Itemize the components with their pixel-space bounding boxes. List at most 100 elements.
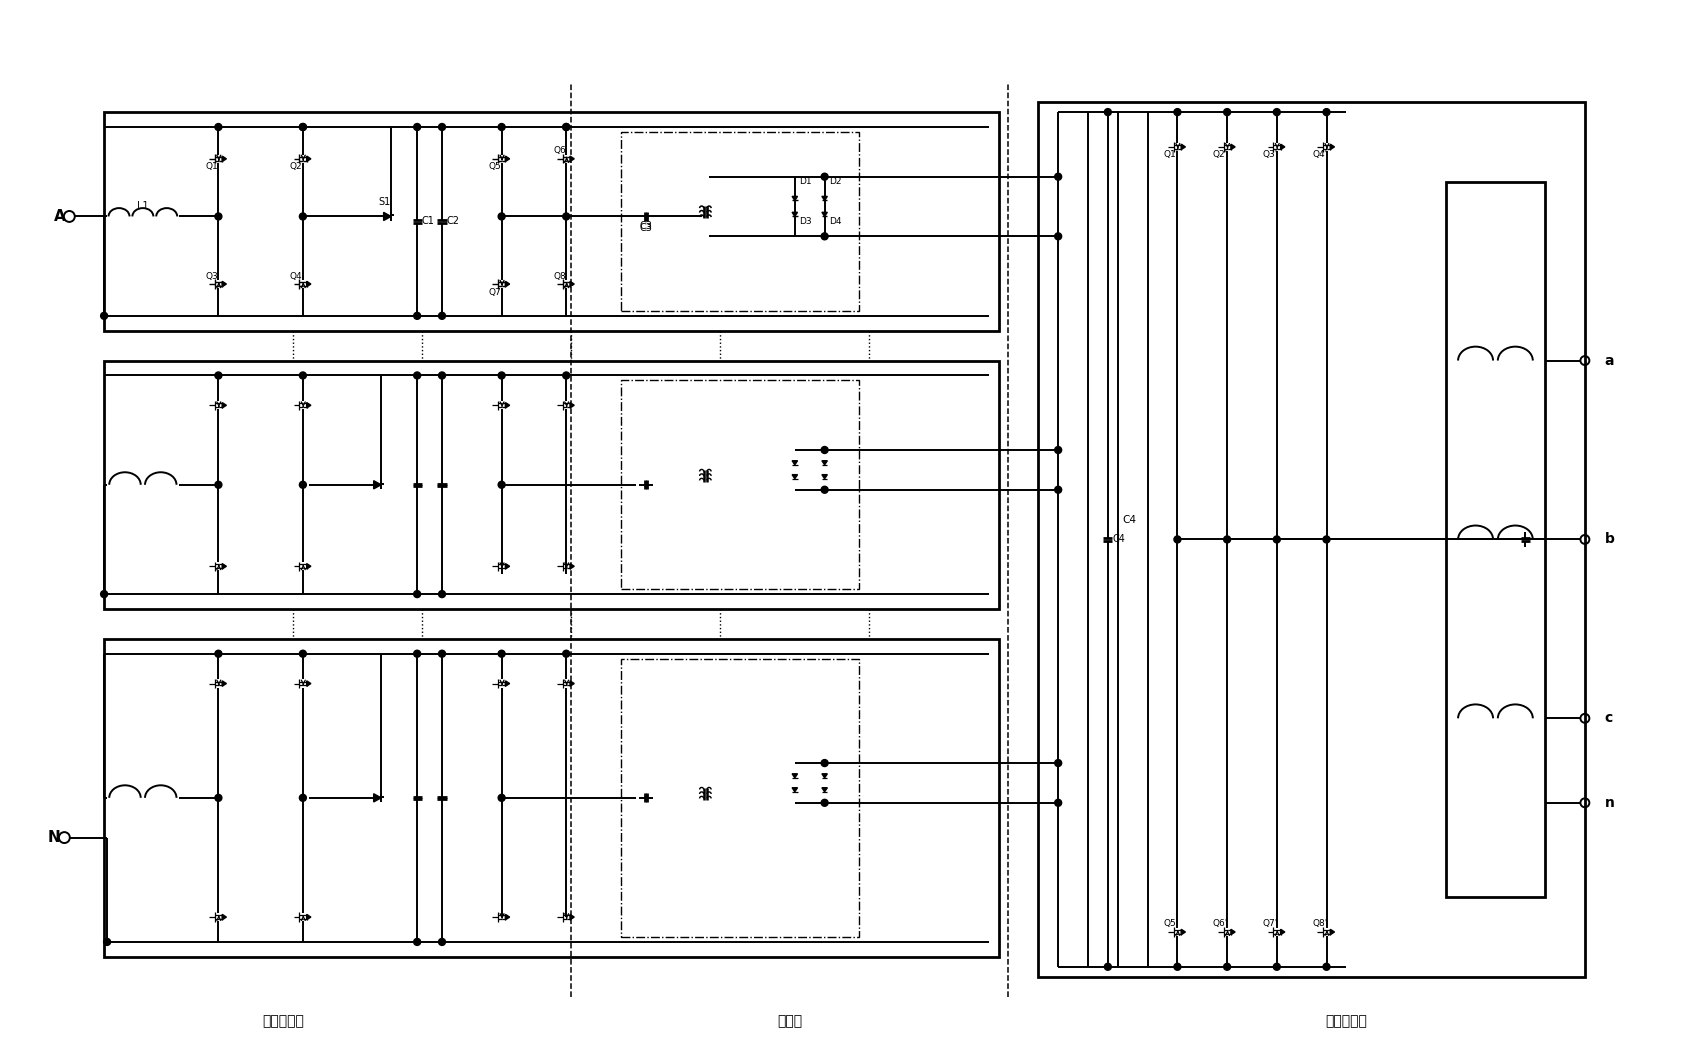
Bar bbox=[105, 639, 998, 957]
Polygon shape bbox=[823, 461, 828, 465]
Polygon shape bbox=[307, 156, 311, 162]
Polygon shape bbox=[307, 563, 311, 569]
Circle shape bbox=[562, 650, 569, 658]
Circle shape bbox=[299, 481, 306, 488]
Text: Q7: Q7 bbox=[488, 288, 502, 297]
Circle shape bbox=[1274, 109, 1280, 115]
Text: Q5': Q5' bbox=[1164, 919, 1179, 929]
Circle shape bbox=[299, 124, 306, 130]
Circle shape bbox=[101, 591, 108, 597]
Polygon shape bbox=[505, 563, 510, 569]
Bar bbox=[1039, 102, 1584, 976]
Polygon shape bbox=[223, 282, 226, 287]
Circle shape bbox=[498, 213, 505, 220]
Circle shape bbox=[498, 481, 505, 488]
Polygon shape bbox=[792, 461, 797, 465]
Circle shape bbox=[1274, 964, 1280, 970]
Circle shape bbox=[439, 372, 446, 379]
Polygon shape bbox=[792, 212, 797, 216]
Polygon shape bbox=[307, 914, 311, 920]
Circle shape bbox=[498, 650, 505, 658]
Polygon shape bbox=[792, 196, 797, 200]
Circle shape bbox=[1054, 486, 1062, 493]
Circle shape bbox=[1322, 964, 1329, 970]
Text: Q6': Q6' bbox=[1213, 919, 1228, 929]
Circle shape bbox=[498, 372, 505, 379]
Text: Q4': Q4' bbox=[1312, 150, 1328, 160]
Polygon shape bbox=[823, 196, 828, 200]
Circle shape bbox=[821, 800, 828, 806]
Circle shape bbox=[562, 372, 569, 379]
Text: C3: C3 bbox=[640, 221, 652, 231]
Circle shape bbox=[821, 233, 828, 239]
Polygon shape bbox=[1280, 930, 1285, 935]
Text: Q4: Q4 bbox=[291, 271, 302, 281]
Polygon shape bbox=[223, 563, 226, 569]
Circle shape bbox=[821, 759, 828, 767]
Text: n: n bbox=[1605, 795, 1615, 810]
Circle shape bbox=[439, 938, 446, 946]
Text: Q1': Q1' bbox=[1164, 150, 1179, 160]
Polygon shape bbox=[569, 914, 574, 920]
Circle shape bbox=[1322, 109, 1329, 115]
Text: D4: D4 bbox=[829, 217, 841, 226]
Polygon shape bbox=[1181, 930, 1186, 935]
Bar bbox=[622, 132, 860, 311]
Bar bbox=[105, 112, 998, 330]
Circle shape bbox=[1105, 964, 1111, 970]
Circle shape bbox=[215, 124, 221, 130]
Text: c: c bbox=[1605, 712, 1613, 725]
Circle shape bbox=[1174, 109, 1181, 115]
Polygon shape bbox=[383, 213, 392, 220]
Circle shape bbox=[1054, 233, 1062, 239]
Circle shape bbox=[215, 794, 221, 802]
Circle shape bbox=[215, 650, 221, 658]
Circle shape bbox=[1105, 109, 1111, 115]
Circle shape bbox=[1054, 759, 1062, 767]
Circle shape bbox=[299, 124, 306, 130]
Polygon shape bbox=[792, 774, 797, 778]
Circle shape bbox=[821, 174, 828, 180]
Circle shape bbox=[562, 124, 569, 130]
Polygon shape bbox=[823, 212, 828, 216]
Circle shape bbox=[1322, 536, 1329, 543]
Polygon shape bbox=[223, 402, 226, 408]
Bar bbox=[1446, 182, 1545, 897]
Circle shape bbox=[439, 650, 446, 658]
Polygon shape bbox=[373, 481, 382, 489]
Circle shape bbox=[414, 938, 421, 946]
Text: Q8: Q8 bbox=[552, 271, 566, 281]
Text: D1: D1 bbox=[799, 177, 812, 186]
Circle shape bbox=[1054, 800, 1062, 806]
Circle shape bbox=[1054, 174, 1062, 180]
Text: L1: L1 bbox=[137, 201, 149, 211]
Circle shape bbox=[414, 372, 421, 379]
Polygon shape bbox=[1280, 144, 1285, 149]
Polygon shape bbox=[823, 788, 828, 792]
Circle shape bbox=[414, 124, 421, 130]
Polygon shape bbox=[1231, 144, 1235, 149]
Text: Q6: Q6 bbox=[552, 146, 566, 156]
Text: Q3: Q3 bbox=[206, 271, 218, 281]
Circle shape bbox=[821, 447, 828, 453]
Circle shape bbox=[101, 312, 108, 320]
Polygon shape bbox=[823, 474, 828, 479]
Text: 高压输入级: 高压输入级 bbox=[262, 1015, 304, 1028]
Polygon shape bbox=[823, 774, 828, 778]
Circle shape bbox=[1223, 536, 1231, 543]
Text: C3: C3 bbox=[640, 223, 652, 233]
Text: D3: D3 bbox=[799, 217, 812, 226]
Circle shape bbox=[299, 372, 306, 379]
Circle shape bbox=[439, 124, 446, 130]
Polygon shape bbox=[1331, 930, 1334, 935]
Circle shape bbox=[562, 213, 569, 220]
Polygon shape bbox=[505, 681, 510, 686]
Polygon shape bbox=[223, 914, 226, 920]
Circle shape bbox=[299, 650, 306, 658]
Polygon shape bbox=[1181, 144, 1186, 149]
Circle shape bbox=[498, 794, 505, 802]
Text: C2: C2 bbox=[446, 216, 459, 227]
Text: A: A bbox=[54, 209, 66, 223]
Polygon shape bbox=[307, 681, 311, 686]
Circle shape bbox=[299, 794, 306, 802]
